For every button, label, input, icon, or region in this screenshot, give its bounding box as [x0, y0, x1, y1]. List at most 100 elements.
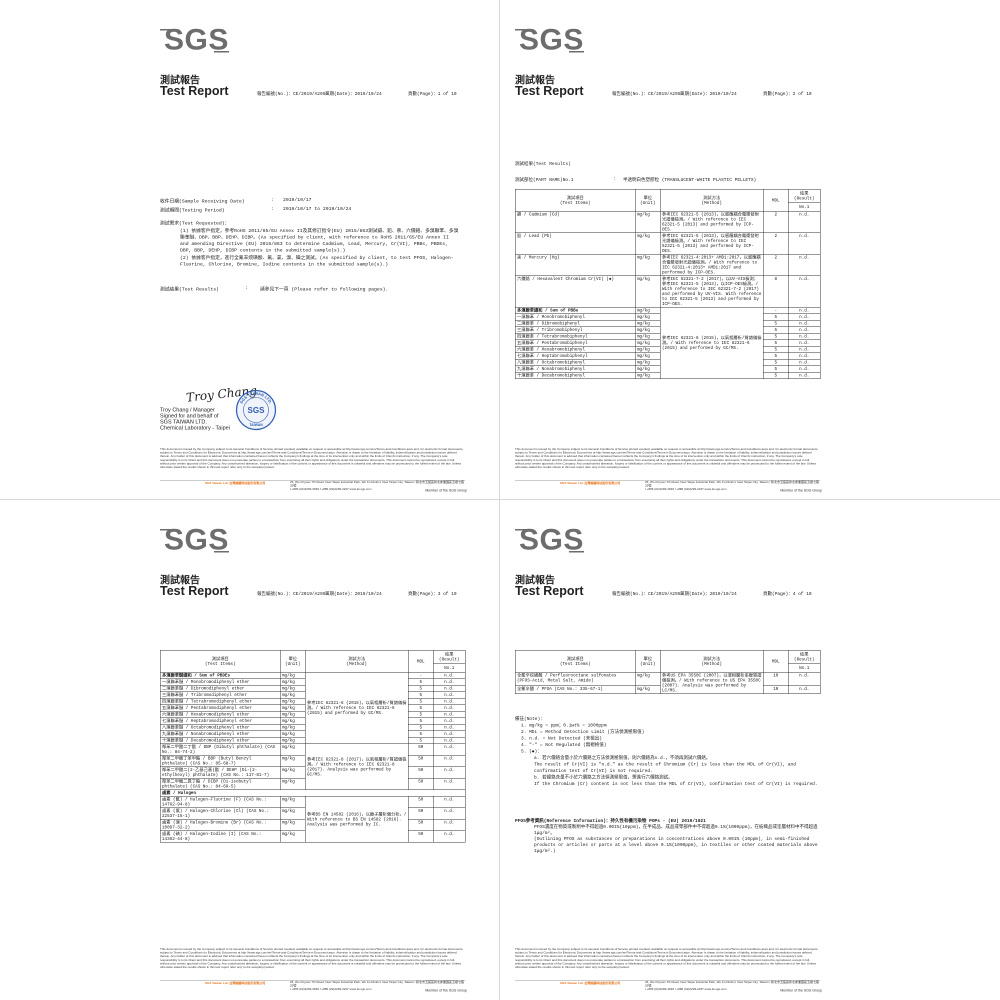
result: n.d. [433, 766, 466, 779]
result: n.d. [433, 830, 466, 843]
note-detail: If the Chromium (Cr) content is not less… [534, 781, 818, 787]
head-text: 單位 [643, 656, 652, 662]
mdl: 50 [408, 743, 434, 756]
notes: 備註(Note)： 1. mg/kg = ppm；0.1wt% = 1000ppm… [515, 716, 820, 788]
table-row: 鹵素 (氟) / Halogen-Fluorine (F) (CAS No.: … [160, 796, 466, 843]
method: 參考IEC 62321-7-2 (2017)，以UV-VIS檢測；參考IEC 6… [660, 275, 764, 308]
mdl: 50 [408, 778, 434, 790]
head-text: 測試方法 [703, 195, 721, 201]
head-cell: 單位 (Unit) [635, 189, 661, 212]
mdl: 50 [408, 830, 434, 843]
logo-decoration [160, 529, 173, 531]
result: n.d. [433, 755, 466, 767]
method: 參考IEC 62321-6 (2015)，以氣相層析/質譜儀檢測。/ With … [305, 672, 409, 744]
unit: mg/kg [635, 211, 661, 233]
pfos-line: PFOS濃度在物質或製劑中不得超過0.001%(10ppm)，在半成品、成品或零… [534, 824, 818, 836]
info-value: 2019/10/17 [283, 197, 312, 203]
result: n.d. [433, 796, 466, 808]
head-cell: MDL [763, 650, 789, 673]
table-head: 測試項目 (Test Items) 單位 (Unit) 測試方法 (Method) MDL 結… [515, 650, 821, 673]
company-name: SGS Taiwan Ltd. 台灣檢驗科技股份有限公司 [560, 482, 621, 485]
unit: mg/kg [280, 830, 306, 843]
page: SGS 測試報告 Test Report 報告編號(No.)：CE/2019/A295… [0, 500, 500, 1000]
head-text: MDL [771, 197, 780, 203]
unit: mg/kg [635, 671, 661, 687]
table-row: 鹵素 (氯) / Halogen-Chlorine (Cl) (CAS No.:… [160, 807, 466, 820]
head-text: (Test Items) [204, 661, 236, 667]
results-sep: : [245, 285, 248, 291]
head-sub: No.1 [433, 663, 466, 673]
unit: mg/kg [635, 372, 661, 379]
test-item: 鄰苯二甲酸二(2-乙基己基)酯 / DEHP (Di-(2-ethylhexyl… [160, 766, 281, 779]
report-date: 日期(Date)：2019/10/24 [680, 91, 737, 97]
signature-block: Troy Chang Troy Chang / Manager Signed for… [160, 383, 310, 439]
group-member: Member of the SGS Group [780, 989, 822, 993]
page-number: 頁數(Page)：3 of 10 [408, 591, 457, 597]
info-label: 收件日期(Sample Receiving Date) [160, 198, 245, 205]
page: SGS 測試報告 Test Report 報告編號(No.)：CE/2019/A295… [500, 0, 1000, 500]
contact-line: t +886 (02)2299-3939 f +886 (02)2299-323… [290, 488, 372, 491]
table-row: 鄰苯二甲酸二(2-乙基己基)酯 / DEHP (Di-(2-ethylhexyl… [160, 766, 466, 779]
note-item: 1. mg/kg = ppm；0.1wt% = 1000ppm [521, 723, 607, 728]
page-content: SGS 測試報告 Test Report 報告編號(No.)：CE/2019/A295… [515, 522, 825, 1000]
test-requested: 測試需求(Test Requested)： (1) 依據客戶指定，參考RoHS 2… [160, 220, 460, 268]
logo: SGS [164, 22, 229, 57]
table-row: 鄰苯二甲酸二異丁酯 / DIBP (Di-isobutyl phthalate)… [160, 778, 466, 790]
method: 參考IEC 62321-4:2013+ AMD1:2017，以感應耦合電漿發射光… [660, 254, 764, 276]
test-item: 六價鉻 / Hexavalent Chromium Cr(VI) (◆) [515, 275, 636, 308]
mdl: 50 [408, 755, 434, 767]
page: SGS 測試報告 Test Report 報告編號(No.)：CE/2019/A295… [0, 0, 500, 500]
title-zh: 測試報告 [515, 74, 555, 86]
head-text: 單位 [643, 195, 652, 201]
mdl: 2 [763, 254, 789, 276]
head-text: 測試方法 [703, 656, 721, 662]
result: n.d. [788, 372, 821, 379]
pfos-title: PFOS參考資訊(Reference Information)：持久性有機污染物… [515, 818, 706, 824]
table-body: 鎘 / Cadmium (Cd) mg/kg 參考IEC 62321-5 (2013… [515, 211, 821, 379]
head-cell: 測試項目 (Test Items) [160, 650, 281, 673]
head-cell: 測試方法 (Method) [660, 189, 764, 212]
disclaimer: This document is issued by the Company s… [515, 948, 819, 970]
result: n.d. [788, 232, 821, 255]
info-sep: : [271, 197, 274, 203]
unit: mg/kg [280, 743, 306, 756]
test-item: 鹵素 (氟) / Halogen-Fluorine (F) (CAS No.: … [160, 796, 281, 808]
head-text: MDL [416, 658, 425, 664]
unit: mg/kg [280, 807, 306, 820]
title-zh: 測試報告 [515, 574, 555, 586]
method: 參考IEC 62321-5 (2013)，以感應耦合電漿發射光譜儀檢測。/ Wi… [660, 211, 764, 233]
results-title: 測試結果(Test Results) [515, 161, 571, 167]
report-number: 報告編號(No.)：CE/2019/A2953 [612, 91, 684, 97]
stamp-bottom: TAIWAN [249, 423, 263, 427]
head-sub: No.1 [788, 663, 821, 673]
mdl: 8 [763, 275, 789, 308]
report-number: 報告編號(No.)：CE/2019/A2953 [257, 591, 329, 597]
table-head: 測試項目 (Test Items) 單位 (Unit) 測試方法 (Method) MDL 結… [515, 189, 821, 212]
test-item: 汞 / Mercury (Hg) [515, 254, 636, 276]
company-address: 25, Wu Chyuan 7th Road, New Taipei Indus… [290, 481, 465, 492]
head-text: 結果 [799, 191, 809, 196]
group-member: Member of the SGS Group [425, 989, 467, 993]
test-item: 全氟辛酸 / PFOA (CAS No.: 335-67-1) [515, 685, 636, 694]
result: n.d. [433, 778, 466, 790]
result: n.d. [788, 254, 821, 276]
signer-line: Signed for and behalf of [160, 413, 219, 419]
logo: SGS [519, 522, 584, 557]
report-date: 日期(Date)：2019/10/24 [325, 91, 382, 97]
title-en: Test Report [160, 584, 229, 598]
disclaimer: This document is issued by the Company s… [160, 948, 464, 970]
head-text: 結果 [799, 652, 809, 657]
table-row: 八溴聯苯 / Octabromobiphenyl mg/kg 5 n.d. [515, 359, 821, 366]
company-name: SGS Taiwan Ltd. 台灣檢驗科技股份有限公司 [560, 982, 621, 985]
method: 參考IEC 62321-5 (2013)，以感應耦合電漿發射光譜儀檢測。/ Wi… [660, 232, 764, 255]
test-item: 鎘 / Cadmium (Cd) [515, 211, 636, 233]
head-cell: 測試方法 (Method) [305, 650, 409, 673]
contact-line: t +886 (02)2299-3939 f +886 (02)2299-323… [290, 988, 372, 991]
report-date: 日期(Date)：2019/10/24 [680, 591, 737, 597]
address-line: 25, Wu Chyuan 7th Road, New Taipei Indus… [290, 981, 465, 988]
table-row: 鉛 / Lead (Pb) mg/kg 參考IEC 62321-5 (2013)，以… [515, 232, 821, 255]
notes-title: 備註(Note)： [515, 716, 545, 722]
head-text: (Method) [346, 661, 367, 667]
title-en: Test Report [515, 84, 584, 98]
signer-line: Chemical Laboratory - Taipei [160, 425, 230, 431]
